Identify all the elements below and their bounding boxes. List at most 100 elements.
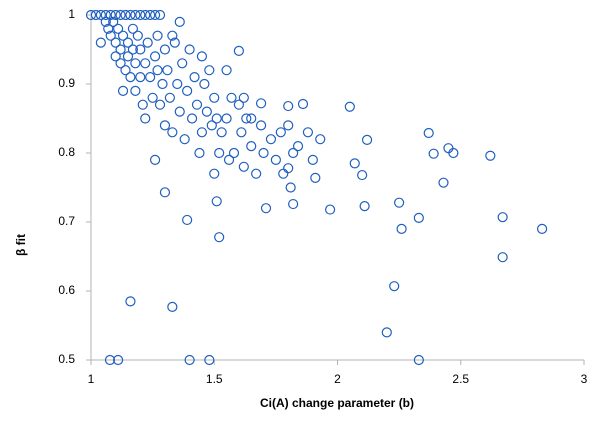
point	[152, 65, 163, 76]
point	[214, 232, 225, 243]
point	[236, 127, 247, 138]
point	[130, 85, 141, 97]
point	[260, 203, 272, 214]
point	[125, 9, 136, 21]
point	[275, 127, 286, 138]
point	[497, 252, 508, 263]
point	[115, 44, 126, 55]
point	[113, 354, 124, 366]
point	[251, 168, 262, 179]
point	[448, 147, 459, 159]
point	[246, 141, 257, 152]
point	[285, 182, 296, 193]
point	[315, 134, 326, 145]
point	[186, 113, 198, 124]
point	[115, 9, 126, 21]
point	[157, 78, 168, 90]
point	[135, 44, 146, 55]
point	[147, 92, 158, 103]
point	[288, 198, 299, 210]
point	[238, 92, 249, 103]
point	[189, 71, 200, 83]
y-tick-label: 1	[68, 7, 75, 21]
point	[85, 9, 97, 21]
point	[307, 154, 318, 165]
point	[135, 71, 146, 83]
point	[241, 113, 252, 124]
point	[255, 98, 267, 109]
x-axis-label: Ci(A) change parameter (b)	[260, 396, 414, 410]
point	[214, 147, 225, 159]
point	[142, 37, 153, 48]
point	[179, 134, 190, 145]
y-tick-label: 0.5	[58, 352, 75, 366]
point	[120, 65, 131, 76]
point	[389, 281, 400, 292]
point	[127, 44, 139, 55]
point	[154, 9, 166, 21]
point	[108, 16, 119, 27]
point	[357, 169, 368, 181]
point	[292, 141, 304, 152]
point	[246, 113, 257, 124]
point	[145, 71, 156, 83]
point	[167, 30, 178, 41]
point	[211, 113, 222, 124]
point	[137, 99, 148, 110]
point	[349, 158, 360, 169]
point	[288, 147, 299, 159]
point	[110, 9, 121, 21]
point	[206, 120, 217, 131]
x-tick-label: 2	[334, 372, 341, 386]
point	[110, 37, 121, 48]
point	[125, 296, 136, 307]
y-axis-label: β fit	[14, 234, 28, 256]
point	[536, 223, 548, 234]
point	[438, 177, 449, 188]
point	[152, 30, 163, 41]
point	[90, 9, 102, 21]
point	[154, 99, 166, 110]
point	[117, 30, 129, 41]
point	[177, 58, 188, 69]
point	[394, 197, 405, 208]
point	[278, 168, 289, 179]
point	[209, 92, 220, 103]
point	[223, 154, 235, 165]
point	[95, 37, 106, 48]
point	[228, 147, 240, 159]
point	[204, 65, 215, 76]
point	[117, 85, 129, 97]
point	[149, 154, 161, 165]
point	[182, 214, 193, 226]
point	[100, 16, 111, 27]
point	[174, 106, 185, 117]
point	[140, 9, 151, 21]
point	[413, 354, 424, 366]
point	[110, 51, 121, 62]
point	[130, 9, 141, 21]
point	[95, 9, 106, 21]
point	[132, 30, 143, 41]
point	[423, 127, 434, 139]
point	[233, 99, 244, 110]
y-tick-label: 0.9	[58, 76, 75, 90]
point	[159, 187, 171, 198]
point	[209, 168, 220, 179]
point	[105, 9, 116, 21]
x-tick-label: 2.5	[452, 372, 469, 386]
point	[255, 120, 267, 131]
point	[238, 161, 249, 172]
point	[497, 212, 508, 223]
point	[428, 148, 439, 159]
point	[283, 100, 294, 112]
point	[233, 45, 244, 56]
point	[196, 127, 208, 138]
point	[115, 58, 126, 69]
point	[265, 134, 277, 145]
point	[221, 65, 232, 76]
point	[145, 9, 156, 21]
point	[164, 92, 175, 103]
y-tick-label: 0.6	[58, 283, 75, 297]
